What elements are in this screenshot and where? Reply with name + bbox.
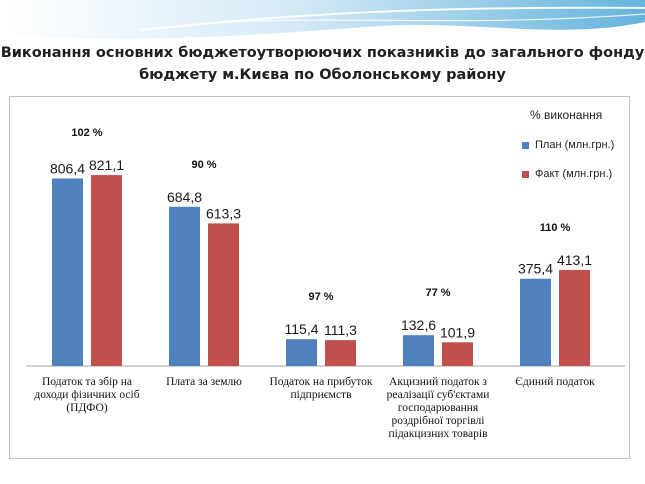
- category-label-3: Акцизний податок з реалізації суб'єктами…: [386, 376, 490, 440]
- percent-label-3: 77 %: [425, 287, 451, 300]
- bar-fact-1: [208, 223, 239, 366]
- value-label-plan-1: 684,8: [167, 189, 202, 205]
- category-label-1: Плата за землю: [166, 376, 242, 388]
- bar-fact-3: [442, 342, 473, 366]
- legend-label-plan: План (млн.грн.): [535, 139, 615, 151]
- percent-label-2: 97 %: [308, 291, 334, 304]
- value-label-fact-2: 111,3: [324, 322, 357, 338]
- slide-title-line-1: Виконання основних бюджетоутворюючих пок…: [0, 45, 645, 61]
- legend-swatch-plan: [522, 141, 529, 149]
- slide-title-line-2: бюджету м.Києва по Оболонському району: [139, 67, 506, 83]
- bar-plan-4: [520, 278, 551, 366]
- percent-label-1: 90 %: [191, 158, 217, 171]
- bar-plan-1: [169, 206, 200, 366]
- bar-fact-4: [559, 269, 590, 366]
- value-label-plan-4: 375,4: [518, 261, 553, 277]
- bar-fact-0: [91, 175, 122, 366]
- value-label-plan-2: 115,4: [285, 321, 319, 337]
- value-label-plan-3: 132,6: [401, 317, 436, 333]
- category-label-4: Єдиний податок: [515, 376, 595, 388]
- value-label-plan-0: 806,4: [50, 160, 85, 176]
- chart-frame: 806,4 821,1 684,8 613,3 115,4 111,3 132,6 101,9…: [9, 96, 630, 459]
- category-label-2: Податок на прибуток підприємств: [269, 376, 373, 401]
- legend-swatch-fact: [522, 170, 529, 178]
- bar-fact-2: [325, 340, 356, 366]
- value-label-fact-0: 821,1: [89, 157, 124, 173]
- decorative-wave-header: [0, 0, 645, 39]
- legend-item-fact: Факт (млн.грн.): [522, 168, 612, 180]
- value-label-fact-3: 101,9: [440, 324, 475, 340]
- bar-plan-2: [286, 339, 317, 366]
- bar-plan-3: [403, 335, 434, 366]
- value-label-fact-4: 413,1: [557, 252, 592, 268]
- category-label-0: Податок та збір на доходи фізичних осіб …: [34, 376, 140, 414]
- legend-item-plan: План (млн.грн.): [522, 139, 614, 151]
- slide-title: Виконання основних бюджетоутворюючих пок…: [0, 42, 645, 86]
- legend-label-fact: Факт (млн.грн.): [535, 168, 613, 180]
- value-label-fact-1: 613,3: [206, 205, 241, 221]
- percent-label-0: 102 %: [71, 127, 103, 140]
- legend-title: % виконання: [530, 108, 603, 122]
- percent-label-4: 110 %: [539, 221, 571, 234]
- bar-plan-0: [52, 178, 83, 366]
